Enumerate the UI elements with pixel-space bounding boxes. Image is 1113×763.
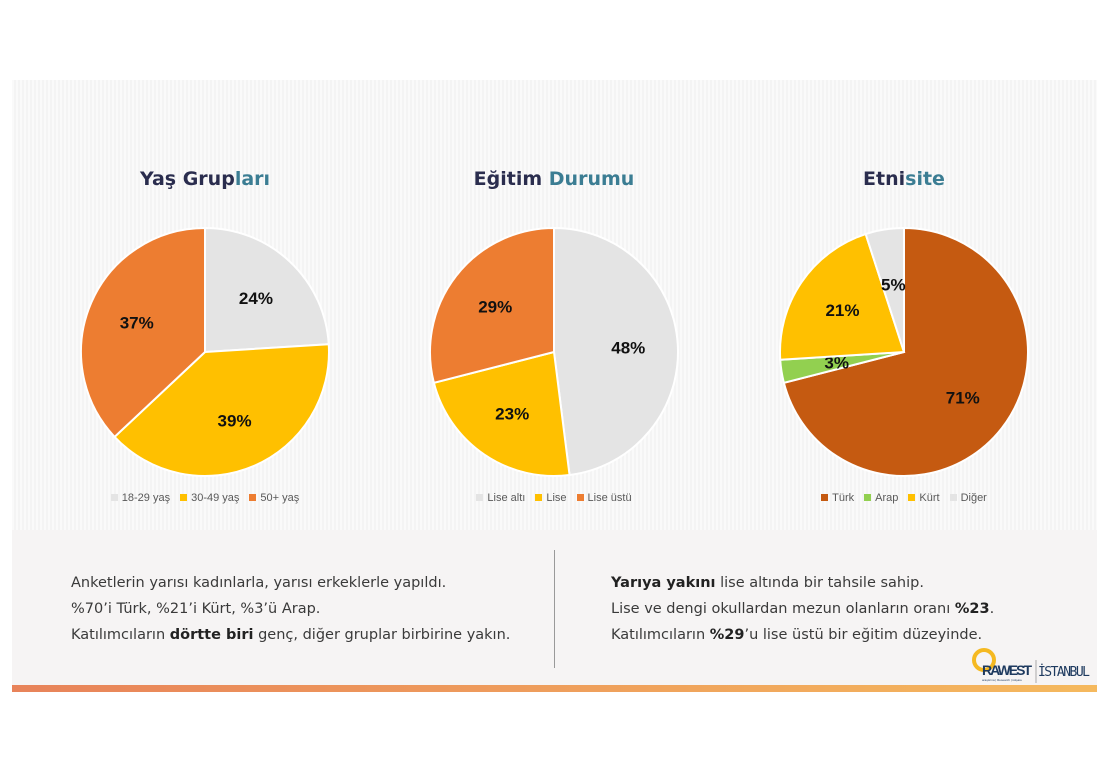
logos: RAWEST araştırma | Research | istişare İ…: [972, 648, 1090, 683]
pie-ethnicity: 71% 3% 21% 5%: [779, 226, 1029, 477]
legend-item: 50+ yaş: [249, 492, 299, 504]
chart-title-age: Yaş Grupları: [139, 168, 271, 190]
summary-line: Anketlerin yarısı kadınlarla, yarısı erk…: [71, 575, 447, 591]
legend-swatch: [535, 494, 543, 501]
legend-swatch: [949, 494, 957, 501]
pie-slice-Türk: [782, 226, 1029, 477]
legend-swatch: [476, 494, 484, 501]
legend-label: Kürt: [919, 492, 940, 504]
legend-label: 30-49 yaş: [191, 492, 240, 504]
legend-item: Türk: [821, 492, 854, 504]
legend-item: 18-29 yaş: [110, 492, 171, 504]
legend-item: 30-49 yaş: [180, 492, 239, 504]
legend-swatch: [180, 494, 188, 501]
pie-slice-Lise: [432, 350, 571, 477]
legend-item: Kürt: [908, 492, 940, 504]
chart-title-ethnicity: Etnisite: [863, 168, 945, 190]
data-label: 39%: [218, 411, 252, 430]
legend-item: Lise üstü: [576, 492, 632, 504]
legend-item: Diğer: [949, 492, 987, 504]
legend-label: Lise altı: [487, 492, 526, 504]
legend-label: Lise: [546, 492, 567, 504]
istanbul-logo: İSTANBUL: [1038, 664, 1090, 680]
legend-item: Lise altı: [476, 492, 525, 504]
pie-slice-50+ yaş: [80, 226, 206, 439]
data-label: 24%: [239, 289, 273, 308]
legend-swatch: [576, 494, 584, 501]
data-label: 29%: [478, 297, 512, 316]
pie-slice-Lise üstü: [429, 226, 555, 385]
rawest-logo: RAWEST araştırma | Research | istişare: [972, 648, 1032, 682]
legend-swatch: [908, 494, 916, 501]
data-label: 71%: [946, 389, 980, 408]
data-label: 5%: [881, 276, 906, 295]
legend-label: 50+ yaş: [260, 492, 300, 504]
summary-line: %70’i Türk, %21’i Kürt, %3’ü Arap.: [71, 601, 321, 617]
legend-ethnicity: Türk Arap Kürt Diğer: [754, 492, 1054, 504]
legend-swatch: [864, 494, 872, 501]
data-label: 21%: [825, 301, 859, 320]
summary-right: Yarıya yakını lise altında bir tahsile s…: [611, 570, 994, 648]
legend-label: Arap: [875, 492, 899, 504]
data-label: 23%: [495, 405, 529, 424]
divider: [554, 550, 555, 668]
legend-label: 18-29 yaş: [121, 492, 171, 504]
summary-left: Anketlerin yarısı kadınlarla, yarısı erk…: [71, 570, 510, 648]
summary-line: Katılımcıların %29’u lise üstü bir eğiti…: [611, 627, 983, 643]
chart-title-education: Eğitim Durumu: [473, 168, 635, 190]
legend-swatch: [110, 494, 118, 501]
legend-item: Arap: [864, 492, 898, 504]
pie-slice-Diğer: [864, 226, 905, 353]
pie-slice-Kürt: [779, 232, 906, 361]
legend-age: 18-29 yaş 30-49 yaş 50+ yaş: [55, 492, 355, 504]
svg-text:araştırma | Research | istişar: araştırma | Research | istişare: [982, 678, 1022, 682]
summary-line: Yarıya yakını lise altında bir tahsile s…: [611, 575, 924, 591]
legend-swatch: [821, 494, 829, 501]
legend-label: Türk: [832, 492, 855, 504]
legend-education: Lise altı Lise Lise üstü: [404, 492, 704, 504]
data-label: 37%: [120, 313, 154, 332]
pie-education: 48% 23% 29%: [429, 226, 679, 477]
summary-line: Lise ve dengi okullardan mezun olanların…: [611, 601, 995, 617]
legend-label: Diğer: [960, 492, 987, 504]
footer-gradient-bar: [12, 685, 1097, 692]
legend-label: Lise üstü: [587, 492, 632, 504]
summary-line: Katılımcıların dörtte biri genç, diğer g…: [71, 627, 511, 643]
legend-swatch: [249, 494, 257, 501]
data-label: 3%: [824, 354, 849, 373]
legend-item: Lise: [535, 492, 567, 504]
svg-text:RAWEST: RAWEST: [982, 662, 1032, 678]
pie-slice-30-49 yaş: [113, 343, 330, 477]
pie-age: 24% 39% 37%: [80, 226, 330, 477]
pie-slice-Lise altı: [553, 226, 679, 477]
pie-slice-18-29 yaş: [204, 226, 330, 354]
data-label: 48%: [611, 338, 645, 357]
